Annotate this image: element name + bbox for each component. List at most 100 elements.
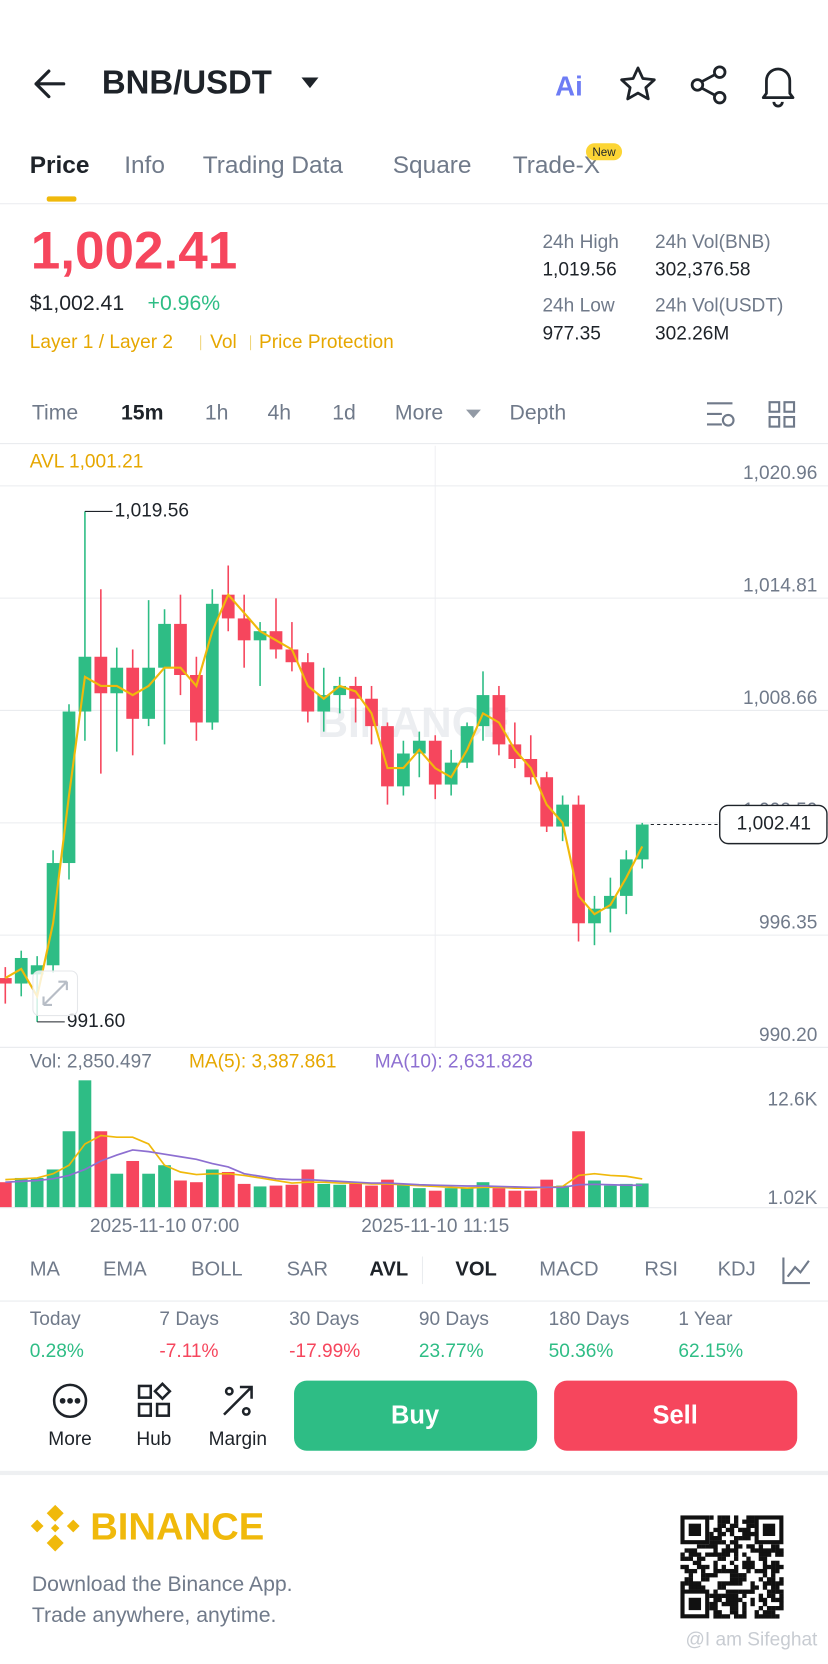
qr-cell [709, 1544, 714, 1549]
qr-cell [733, 1573, 739, 1578]
indicator-settings[interactable] [782, 1257, 810, 1285]
more-dropdown[interactable] [466, 409, 481, 419]
qr-cell [779, 1564, 784, 1570]
qr-cell [779, 1601, 784, 1607]
tab[interactable]: Trading Data [203, 152, 344, 179]
tab[interactable]: Square [393, 152, 472, 179]
qr-cell [705, 1544, 710, 1549]
qr-cell [775, 1606, 780, 1611]
qr-cell [758, 1552, 764, 1557]
qr-cell [721, 1523, 726, 1528]
qr-cell [701, 1556, 706, 1561]
indicator[interactable]: MACD [539, 1259, 598, 1281]
qr-cell [709, 1606, 714, 1611]
share-button[interactable] [690, 65, 727, 105]
qr-cell [684, 1548, 689, 1553]
qr-cell [738, 1589, 743, 1594]
indicator[interactable]: BOLL [191, 1259, 243, 1281]
interval[interactable]: Time [32, 401, 78, 424]
action-label[interactable]: More [48, 1429, 92, 1450]
avl-line [4, 592, 644, 1000]
perf-label: 90 Days [419, 1309, 489, 1330]
qr-cell [729, 1523, 735, 1528]
volume-bar [524, 1190, 538, 1208]
pair-dropdown[interactable] [301, 77, 319, 89]
indicator[interactable]: AVL [369, 1259, 408, 1281]
indicator[interactable]: RSI [644, 1259, 678, 1281]
qr-cell [733, 1548, 739, 1553]
qr-cell [680, 1585, 685, 1590]
qr-cell [725, 1552, 731, 1557]
qr-cell [725, 1581, 731, 1586]
tag[interactable]: Vol [210, 332, 237, 353]
qr-cell [733, 1610, 739, 1615]
volume-bar [174, 1180, 187, 1208]
interval[interactable]: Depth [510, 401, 567, 424]
perf-label: 7 Days [159, 1309, 218, 1330]
indicator[interactable]: EMA [103, 1259, 147, 1281]
ai-button[interactable]: Ai [555, 70, 583, 101]
qr-cell [771, 1581, 776, 1586]
qr-cell [754, 1610, 759, 1615]
qr-cell [762, 1568, 768, 1574]
qr-cell [688, 1581, 694, 1586]
qr-cell [746, 1527, 751, 1533]
qr-cell [738, 1597, 743, 1603]
sell-button[interactable] [554, 1380, 798, 1451]
interval[interactable]: More [395, 401, 443, 424]
stat-value: 302.26M [655, 323, 729, 344]
indicator[interactable]: KDJ [718, 1259, 756, 1281]
qr-cell [742, 1614, 747, 1619]
interval[interactable]: 1h [205, 401, 229, 424]
volume-bar [126, 1160, 140, 1208]
indicator[interactable]: VOL [455, 1259, 496, 1281]
interval[interactable]: 1d [332, 401, 356, 424]
tab[interactable]: Trade-X [513, 152, 600, 179]
alert-button[interactable] [761, 67, 795, 108]
y-tick-label: 990.20 [759, 1025, 817, 1046]
tab[interactable]: Price [30, 152, 90, 179]
volume-bar [476, 1182, 490, 1208]
volume-bar [158, 1165, 171, 1208]
indicator[interactable]: MA [30, 1259, 61, 1281]
candle-body [428, 740, 442, 785]
pair-title[interactable]: BNB/USDT [102, 64, 272, 101]
qr-cell [705, 1577, 710, 1582]
volume-bar [381, 1179, 394, 1208]
volume-bar [269, 1185, 283, 1208]
qr-cell [696, 1564, 702, 1570]
interval[interactable]: 15m [121, 401, 163, 424]
favorite-button[interactable] [620, 66, 656, 101]
back-button[interactable] [34, 69, 66, 99]
x-tick-label: 2025-11-10 07:00 [90, 1216, 239, 1237]
performance: Today 0.28% 7 Days -7.11% 30 Days -17.99% 90 D… [30, 1309, 743, 1362]
tag[interactable]: Price Protection [259, 332, 394, 353]
volume-bar [572, 1131, 585, 1208]
qr-cell [729, 1610, 735, 1615]
qr-cell [680, 1564, 685, 1570]
qr-cell [738, 1544, 743, 1549]
qr-cell [717, 1597, 722, 1603]
qr-cell [762, 1597, 768, 1603]
layout-button[interactable] [768, 401, 796, 428]
qr-finder [688, 1523, 702, 1537]
action-label[interactable]: Hub [136, 1429, 171, 1450]
action-label[interactable]: Margin [209, 1429, 267, 1450]
qr-cell [696, 1552, 702, 1557]
qr-cell [729, 1601, 735, 1607]
volume-bar [30, 1177, 44, 1208]
buy-button[interactable] [294, 1380, 538, 1451]
interval[interactable]: 4h [268, 401, 292, 424]
qr-cell [742, 1519, 747, 1524]
qr-cell [766, 1548, 772, 1553]
candle-body [397, 753, 410, 787]
qr-cell [775, 1560, 780, 1566]
qr-cell [738, 1527, 743, 1533]
tag[interactable]: Layer 1 / Layer 2 [30, 332, 173, 353]
indicator[interactable]: SAR [287, 1259, 328, 1281]
tab[interactable]: Info [124, 152, 165, 179]
chart-settings[interactable] [706, 402, 735, 427]
qr-cell [688, 1568, 694, 1574]
qr-cell [733, 1601, 739, 1607]
qr-cell [750, 1519, 755, 1524]
